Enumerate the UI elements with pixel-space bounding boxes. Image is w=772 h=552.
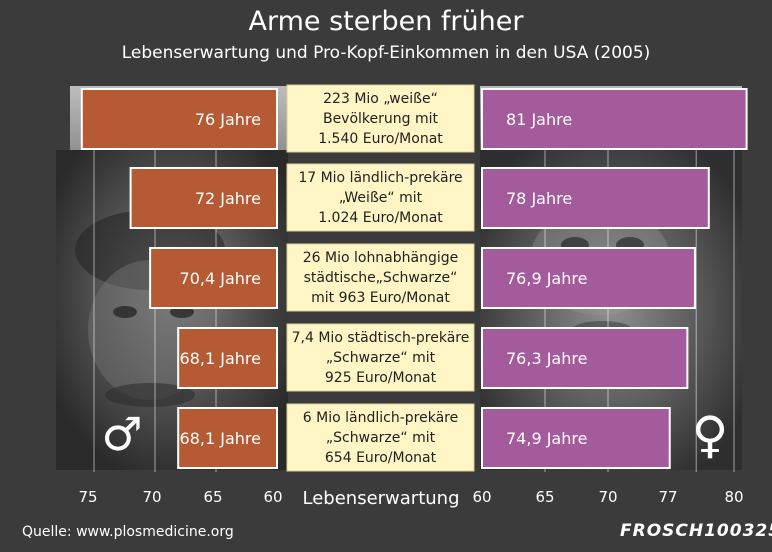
male-bars: 76 Jahre 72 Jahre 70,4 Jahre 68,1 Jahre 68,1… bbox=[80, 88, 278, 469]
male-bar bbox=[149, 247, 278, 309]
category-label: mit 963 Euro/Monat bbox=[311, 290, 450, 306]
category-boxes: 223 Mio „weiße“ Bevölkerung mit 1.540 Euro… bbox=[286, 84, 475, 472]
category-box bbox=[286, 84, 475, 153]
female-bar bbox=[481, 167, 710, 229]
category-label: 26 Mio lohnabhängige bbox=[303, 250, 459, 266]
male-bar bbox=[177, 327, 278, 389]
female-bar-label: 81 Jahre bbox=[506, 110, 572, 129]
male-bar bbox=[80, 88, 278, 150]
category-label: „Weiße“ mit bbox=[339, 190, 423, 206]
male-symbol-icon: ♂ bbox=[101, 407, 142, 461]
female-symbol-icon: ♀ bbox=[692, 406, 729, 464]
male-tick-label: 60 bbox=[263, 488, 282, 506]
category-box bbox=[286, 403, 475, 472]
category-box bbox=[286, 243, 475, 312]
category-label: 654 Euro/Monat bbox=[325, 450, 437, 466]
x-axis-label: Lebenserwartung bbox=[303, 488, 460, 509]
category-label: 7,4 Mio städtisch-prekäre bbox=[292, 330, 470, 346]
category-label: städtische„Schwarze“ bbox=[304, 270, 458, 286]
female-tick-label: 60 bbox=[472, 488, 491, 506]
chart-title: Arme sterben früher bbox=[248, 6, 524, 37]
male-tick-label: 65 bbox=[203, 488, 222, 506]
author-signature: FROSCH100325 bbox=[620, 521, 772, 541]
male-bar-label: 76 Jahre bbox=[195, 110, 261, 129]
category-box bbox=[286, 163, 475, 232]
female-bar-label: 78 Jahre bbox=[506, 189, 572, 208]
female-tick-label: 80 bbox=[724, 488, 743, 506]
female-tick-label: 70 bbox=[598, 488, 617, 506]
female-bar bbox=[481, 407, 671, 469]
male-tick-label: 75 bbox=[78, 488, 97, 506]
chart-subtitle: Lebenserwartung und Pro-Kopf-Einkommen i… bbox=[121, 43, 651, 63]
female-tick-label: 77 bbox=[658, 488, 677, 506]
category-label: 1.540 Euro/Monat bbox=[318, 131, 443, 147]
female-tick-label: 65 bbox=[535, 488, 554, 506]
male-bar bbox=[177, 407, 278, 469]
axis-ticks: 75 70 65 60 60 65 70 77 80 bbox=[78, 488, 743, 506]
male-bar-label: 70,4 Jahre bbox=[180, 269, 261, 288]
category-label: 1.024 Euro/Monat bbox=[318, 210, 443, 226]
category-label: 17 Mio ländlich-prekäre bbox=[298, 170, 462, 186]
female-bar bbox=[481, 88, 748, 150]
female-bar bbox=[481, 327, 689, 389]
female-bar bbox=[481, 247, 696, 309]
category-label: „Schwarze“ mit bbox=[326, 430, 436, 446]
category-label: „Schwarze“ mit bbox=[326, 350, 436, 366]
category-box bbox=[286, 323, 475, 392]
female-bar-label: 76,9 Jahre bbox=[506, 269, 587, 288]
source-note: Quelle: www.plosmedicine.org bbox=[22, 524, 234, 540]
male-bar bbox=[129, 167, 278, 229]
category-label: 223 Mio „weiße“ bbox=[323, 91, 438, 107]
male-bar-label: 68,1 Jahre bbox=[180, 349, 261, 368]
category-label: Bevölkerung mit bbox=[323, 111, 439, 127]
category-label: 6 Mio ländlich-prekäre bbox=[303, 410, 458, 426]
male-bar-label: 68,1 Jahre bbox=[180, 429, 261, 448]
male-bar-label: 72 Jahre bbox=[195, 189, 261, 208]
male-tick-label: 70 bbox=[142, 488, 161, 506]
female-bars: 81 Jahre 78 Jahre 76,9 Jahre 76,3 Jahre 74,9… bbox=[481, 88, 748, 469]
category-label: 925 Euro/Monat bbox=[325, 370, 437, 386]
female-bar-label: 76,3 Jahre bbox=[506, 349, 587, 368]
female-bar-label: 74,9 Jahre bbox=[506, 429, 587, 448]
